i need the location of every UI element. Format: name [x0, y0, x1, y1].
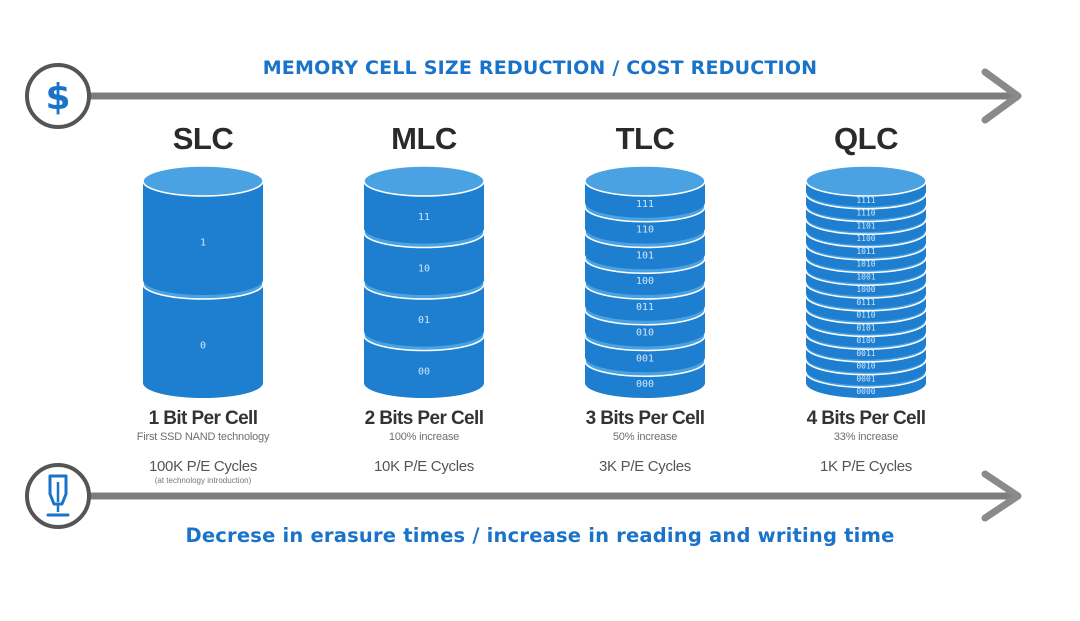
layer-bit-label: 010: [636, 328, 654, 339]
layer-bit-label: 100: [636, 276, 654, 287]
increase-note: 100% increase: [388, 431, 460, 443]
bits-per-cell-label: 4 Bits Per Cell: [806, 408, 926, 429]
layer-bit-label: 0: [200, 341, 206, 352]
cell-layer: 111: [584, 165, 706, 218]
layer-bit-label: 0000: [856, 387, 875, 396]
layer-bit-label: 1110: [856, 209, 875, 218]
layer-bit-label: 00: [418, 366, 430, 377]
layer-bit-label: 011: [636, 302, 654, 313]
layer-bit-label: 0100: [856, 336, 875, 345]
layer-bit-label: 11: [418, 212, 430, 223]
type-title: QLC: [834, 121, 898, 156]
cost-axis-arrow: $: [25, 63, 1022, 129]
endurance-axis-arrow: [25, 463, 1022, 529]
increase-note: 50% increase: [612, 431, 678, 443]
cycles-footnote: (at technology introduction): [154, 476, 252, 485]
svg-text:$: $: [45, 77, 70, 118]
layer-bit-label: 1111: [856, 196, 875, 205]
cell-stack: 01: [142, 165, 264, 398]
pen-nib-icon: [25, 463, 91, 529]
layer-bit-label: 0110: [856, 311, 875, 320]
dollar-icon: $: [25, 63, 91, 129]
layer-bit-label: 1100: [856, 234, 875, 243]
layer-bit-label: 01: [418, 315, 430, 326]
cell-stack: 00 01 10 11: [363, 165, 485, 398]
layer-bit-label: 101: [636, 250, 654, 261]
column-mlc: MLC 00 01 10 11 2 Bits Per Cell 100% increa…: [314, 120, 534, 475]
layer-bit-label: 001: [636, 353, 654, 364]
layer-bit-label: 111: [636, 199, 654, 210]
type-title: SLC: [172, 121, 234, 156]
column-tlc: TLC 000 001 010 011 100 101 110 111 3 Bits Per …: [535, 120, 755, 475]
pe-cycles-label: 3K P/E Cycles: [599, 458, 691, 475]
layer-bit-label: 110: [636, 225, 654, 236]
layer-bit-label: 1101: [856, 221, 875, 230]
layer-bit-label: 1011: [856, 247, 875, 256]
cell-layer: 1111: [805, 165, 927, 207]
layer-bit-label: 10: [418, 263, 430, 274]
layer-bit-label: 0010: [856, 362, 875, 371]
bits-per-cell-label: 2 Bits Per Cell: [364, 408, 484, 429]
increase-note: First SSD NAND technology: [136, 431, 270, 443]
layer-bit-label: 0111: [856, 298, 875, 307]
cost-axis-title: MEMORY CELL SIZE REDUCTION / COST REDUCT…: [262, 57, 818, 79]
cell-layer: 11: [363, 165, 485, 244]
pe-cycles-label: 1K P/E Cycles: [820, 458, 912, 475]
pe-cycles-label: 10K P/E Cycles: [373, 458, 474, 475]
cell-stack: 000 001 010 011 100 101 110 111: [584, 165, 706, 398]
layer-bit-label: 1001: [856, 272, 875, 281]
layer-bit-label: 1000: [856, 285, 875, 294]
increase-note: 33% increase: [833, 431, 899, 443]
layer-bit-label: 000: [636, 379, 654, 390]
layer-bit-label: 1: [200, 238, 206, 249]
column-qlc: QLC 0000 0001 0010 0011 0100 0101 0110 0111 1000…: [756, 120, 976, 475]
layer-bit-label: 0011: [856, 349, 875, 358]
type-title: TLC: [615, 121, 675, 156]
bits-per-cell-label: 3 Bits Per Cell: [585, 408, 705, 429]
cost-reduction-axis: $ MEMORY CELL SIZE REDUCTION / COST REDU…: [0, 50, 1080, 150]
pe-cycles-label: 100K P/E Cycles: [148, 458, 258, 475]
bits-per-cell-label: 1 Bit Per Cell: [148, 408, 258, 429]
endurance-axis-title: Decrese in erasure times / increase in r…: [185, 524, 895, 547]
layer-bit-label: 0101: [856, 323, 875, 332]
layer-bit-label: 1010: [856, 260, 875, 269]
layer-bit-label: 0001: [856, 374, 875, 383]
type-title: MLC: [391, 121, 457, 156]
cell-layer: 1: [142, 165, 264, 295]
endurance-axis: Decrese in erasure times / increase in r…: [0, 460, 1080, 560]
cell-stack: 0000 0001 0010 0011 0100 0101 0110 0111 1000 1001…: [805, 165, 927, 398]
